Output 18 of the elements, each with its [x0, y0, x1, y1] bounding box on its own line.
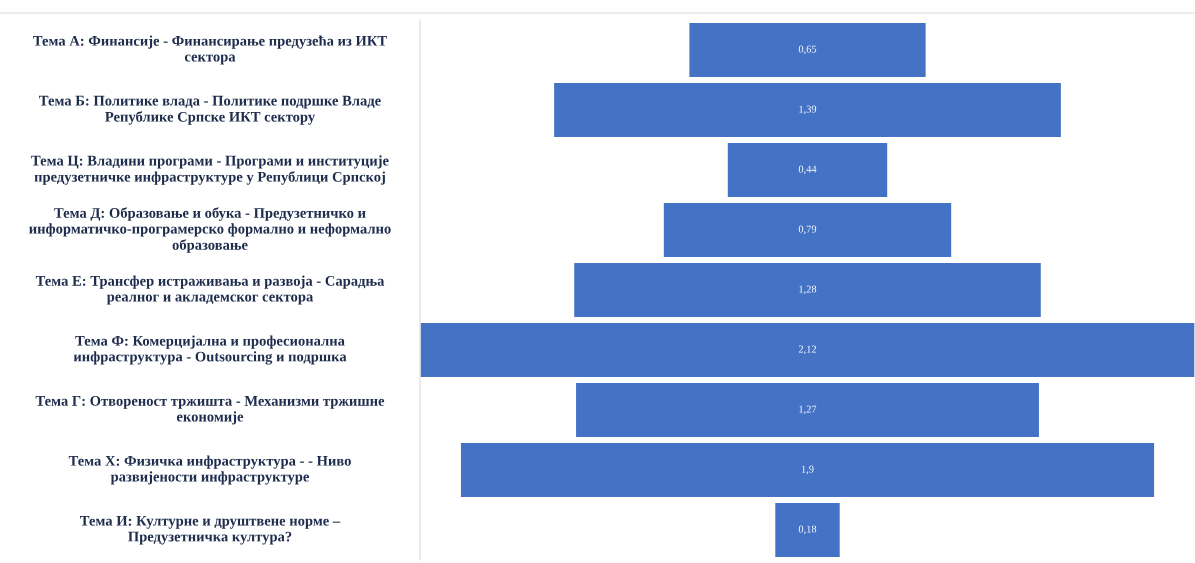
data-label: 1,28 — [799, 285, 817, 295]
data-label: 0,65 — [798, 45, 817, 55]
category-label: Тема Ц: Владини програми - Програми и институције предузетничке инфраструктуре у Републици Српској — [31, 155, 389, 185]
data-label: 2,12 — [798, 345, 817, 355]
data-label: 1,39 — [799, 105, 817, 115]
category-label: Тема И: Културне и друштвене норме – Предузетничка култура? — [80, 516, 341, 545]
data-label: 0,44 — [798, 165, 817, 175]
category-label: Тема Е: Трансфер истраживања и развоја - Сарадња реалног и акладемског сектора — [35, 275, 385, 305]
data-label: 1,9 — [801, 465, 814, 475]
category-label: Тема Д: Образовање и обука - Предузетничко и информатичко-програмерско формално и неформално образовање — [29, 207, 391, 253]
data-label: 0,79 — [798, 225, 817, 235]
category-label: Тема Х: Физичка инфраструктура - - Ниво развијености инфраструктуре — [68, 455, 351, 485]
data-label: 1,27 — [799, 405, 817, 415]
data-label: 0,18 — [798, 525, 817, 535]
category-label: Тема А: Финансије - Финансирање предузећа из ИКТ сектора — [33, 35, 387, 65]
category-label: Тема Б: Политике влада - Политике подршке Владе Републике Српске ИКТ сектору — [39, 95, 381, 125]
category-label: Тема Ф: Комерцијална и професионална инфраструктура - Outsourcing и подршка — [73, 335, 347, 365]
category-label: Тема Г: Отвореност тржишта - Механизми тржишне економије — [35, 395, 385, 425]
